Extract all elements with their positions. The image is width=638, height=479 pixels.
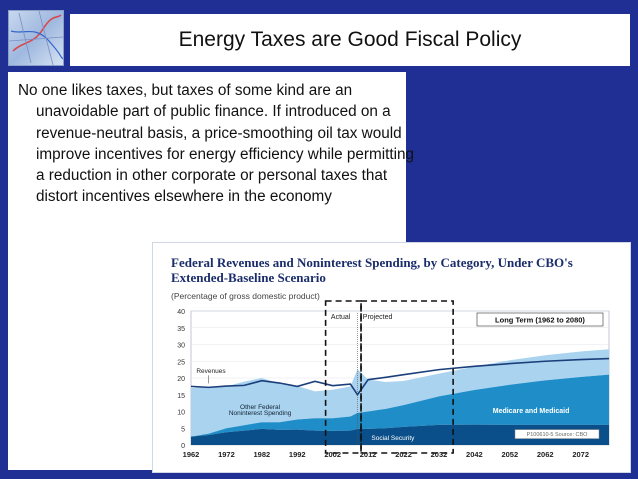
y-tick-label: 5 [181, 426, 185, 433]
chart-title: Federal Revenues and Noninterest Spendin… [171, 255, 573, 285]
chart-subtitle: (Percentage of gross domestic product) [171, 291, 320, 301]
x-tick-label: 1962 [183, 450, 200, 459]
x-tick-label: 2072 [572, 450, 589, 459]
chart-panel: Federal Revenues and Noninterest Spendin… [153, 243, 630, 472]
label-social-security: Social Security [371, 435, 415, 442]
y-tick-label: 15 [177, 393, 185, 400]
x-tick-label: 2062 [537, 450, 554, 459]
slide-title: Energy Taxes are Good Fiscal Policy [178, 28, 522, 51]
area-medicare-medicaid [191, 374, 609, 437]
x-tick-label: 2002 [324, 450, 341, 459]
y-tick-label: 30 [177, 343, 185, 350]
label-noninterest: Noninterest Spending [229, 410, 292, 417]
x-tick-label: 2022 [395, 450, 412, 459]
y-tick-label: 35 [177, 326, 185, 333]
x-tick-label: 2052 [501, 450, 518, 459]
label-source: P100610-5 Source: CBO [527, 432, 589, 438]
logo-graphic [9, 11, 63, 65]
logo [8, 10, 64, 66]
x-tick-label: 2012 [360, 450, 377, 459]
chart-svg: 0 5 10 15 20 25 30 35 40 1962 1972 1982 1992 2002 2012… [177, 300, 610, 459]
label-projected: Projected [363, 314, 393, 321]
x-tick-label: 2032 [431, 450, 448, 459]
bullet-text: No one likes taxes, but taxes of some ki… [18, 82, 415, 206]
source-box [514, 429, 600, 439]
highlight-box-projection [360, 300, 454, 454]
label-long-term: Long Term (1962 to 2080) [495, 316, 585, 325]
x-tick-label: 1972 [218, 450, 235, 459]
label-revenues: Revenues [196, 368, 226, 375]
x-tick-label: 1982 [254, 450, 271, 459]
x-tick-label: 2042 [466, 450, 483, 459]
y-tick-label: 20 [177, 376, 185, 383]
area-social-security [191, 424, 609, 445]
label-medicare: Medicare and Medicaid [493, 408, 570, 415]
line-revenues [190, 357, 610, 397]
label-actual: Actual [331, 314, 351, 321]
y-tick-label: 0 [181, 443, 185, 450]
x-tick-label: 1992 [289, 450, 306, 459]
long-term-box [476, 312, 604, 327]
y-tick-label: 40 [177, 309, 185, 316]
title-band: Energy Taxes are Good Fiscal Policy [70, 14, 630, 66]
area-other-federal [191, 349, 609, 437]
label-other-federal: Other Federal [240, 404, 281, 411]
y-tick-label: 25 [177, 359, 185, 366]
y-tick-label: 10 [177, 410, 185, 417]
